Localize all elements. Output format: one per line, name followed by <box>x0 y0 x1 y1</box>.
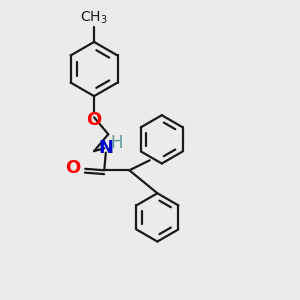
Text: O: O <box>65 159 80 177</box>
Text: O: O <box>86 111 102 129</box>
Text: N: N <box>98 139 113 157</box>
Text: H: H <box>111 134 123 152</box>
Text: CH$_3$: CH$_3$ <box>80 9 108 26</box>
